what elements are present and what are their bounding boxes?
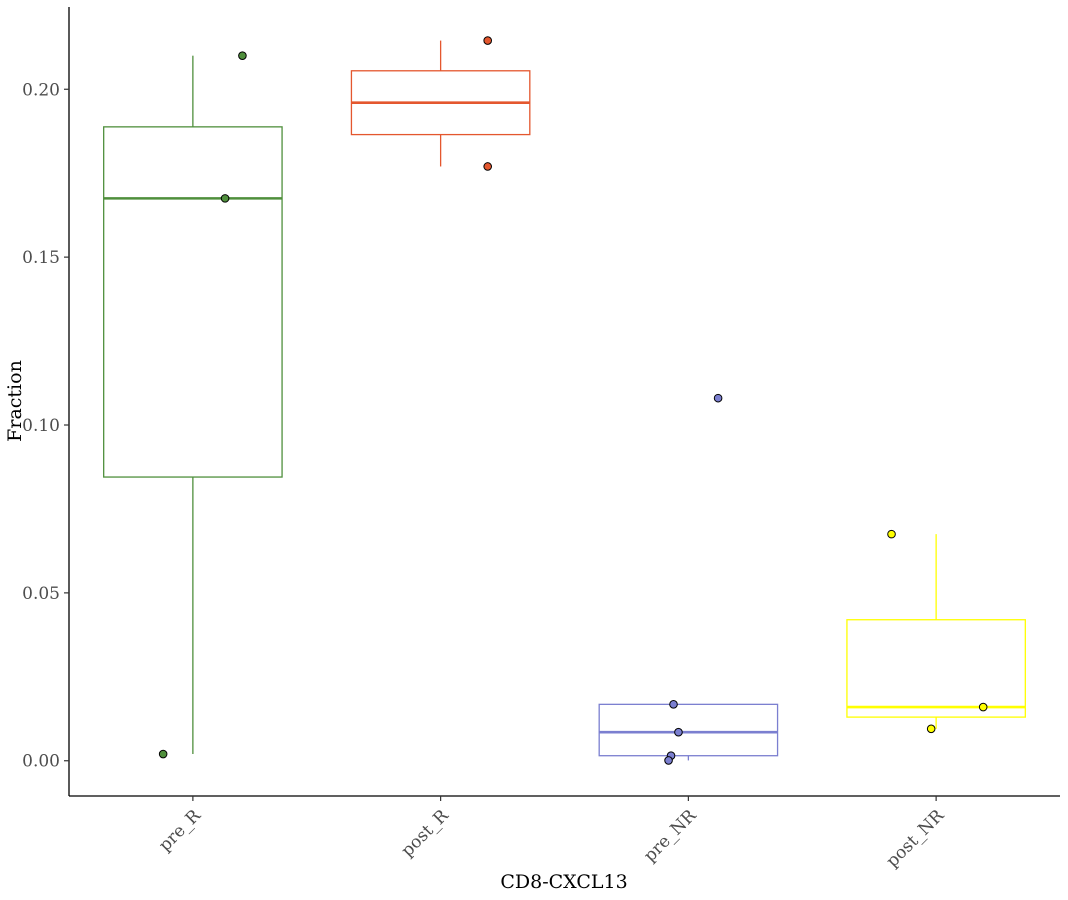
- data-point: [483, 36, 492, 45]
- data-point: [887, 529, 896, 539]
- y-tick-label: 0.10: [22, 416, 60, 436]
- y-tick-label: 0.05: [22, 584, 60, 604]
- plot-area: [103, 36, 1026, 765]
- x-tick-label: post_R: [398, 805, 454, 861]
- box: [598, 703, 779, 757]
- data-point: [669, 700, 678, 709]
- y-axis-title: Fraction: [4, 360, 26, 442]
- x-tick-label: post_NR: [882, 805, 949, 872]
- data-point: [220, 194, 230, 203]
- data-point: [664, 756, 673, 765]
- box-group-post_R: [350, 36, 531, 171]
- data-point: [978, 702, 988, 712]
- x-tick-label: pre_NR: [640, 805, 701, 866]
- data-point: [238, 51, 247, 60]
- box: [846, 619, 1026, 718]
- data-point: [713, 393, 723, 403]
- y-tick-label: 0.20: [22, 80, 60, 100]
- data-point: [158, 749, 168, 759]
- box-group-post_NR: [846, 529, 1026, 734]
- axes: 0.00 0.05 0.10 0.15 0.20 pre_R post_R pre_NR pos…: [22, 7, 1060, 872]
- data-point: [926, 724, 936, 734]
- data-point: [483, 162, 492, 171]
- x-axis-title: CD8-CXCL13: [500, 871, 627, 893]
- y-tick-label: 0.00: [22, 752, 60, 772]
- x-tick-label: pre_R: [155, 805, 206, 856]
- box-group-pre_R: [103, 51, 283, 759]
- y-tick-label: 0.15: [22, 248, 60, 268]
- box: [103, 126, 283, 478]
- box-group-pre_NR: [598, 393, 779, 765]
- data-point: [674, 727, 683, 737]
